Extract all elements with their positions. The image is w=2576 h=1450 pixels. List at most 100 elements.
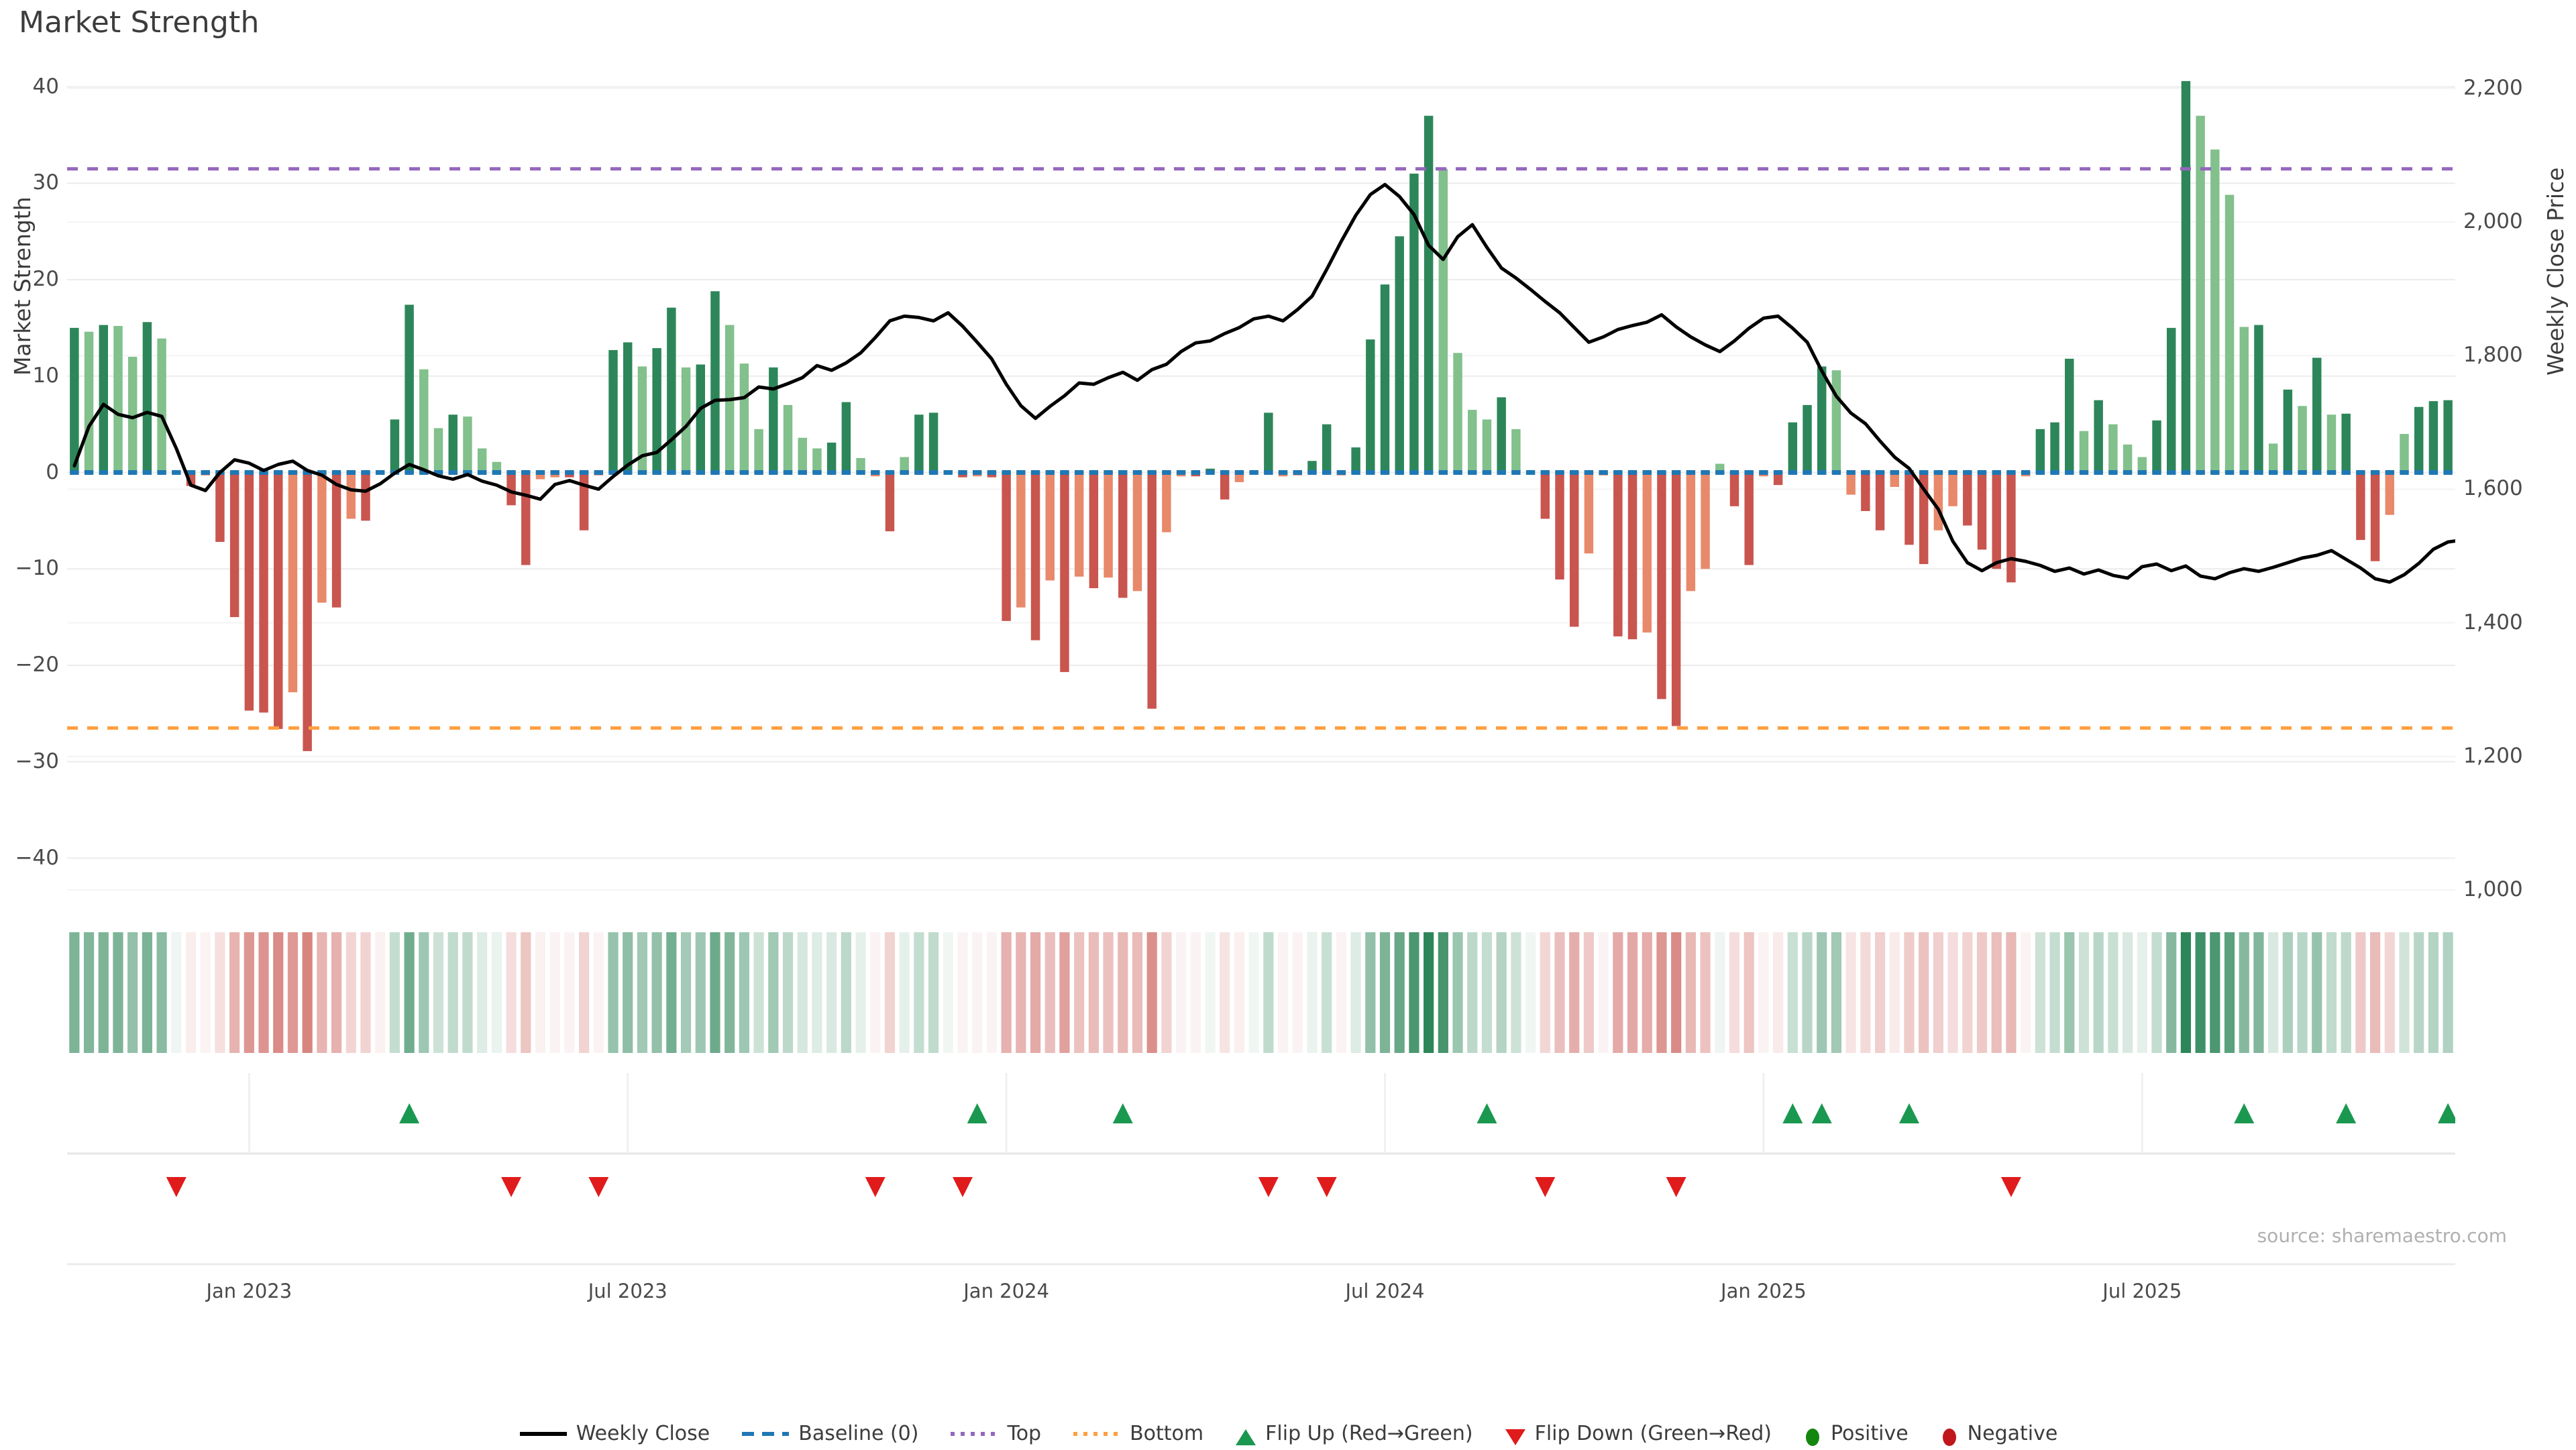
market-strength-bar (2326, 414, 2337, 473)
market-strength-bar (2443, 400, 2453, 473)
flip-up-marker (1477, 1103, 1497, 1123)
heat-strip-cell (360, 932, 371, 1053)
flip-up-marker (967, 1103, 987, 1123)
flip-marker-panel (67, 1073, 2455, 1268)
line-swatch-icon (949, 1427, 999, 1441)
market-strength-bar (2065, 358, 2074, 473)
left-axis-tick: −30 (15, 748, 59, 773)
heat-strip-cell (1234, 932, 1245, 1053)
heat-strip-cell (345, 932, 356, 1053)
flip-down-marker (166, 1177, 186, 1197)
heat-strip-cell (1874, 932, 1886, 1053)
heat-strip-cell (1350, 932, 1361, 1053)
right-axis-tick: 1,800 (2463, 343, 2523, 368)
legend-item-flip-up[interactable]: Flip Up (Red→Green) (1234, 1422, 1473, 1445)
heat-strip-cell (2093, 932, 2104, 1053)
heat-strip-cell (1336, 932, 1346, 1053)
heat-strip-cell (1438, 932, 1448, 1053)
heat-strip-cell (404, 932, 415, 1053)
heat-strip-cell (2341, 932, 2351, 1053)
market-strength-bar (1438, 168, 1448, 473)
heat-strip-cell (724, 932, 735, 1053)
line-swatch-icon (519, 1427, 568, 1441)
heat-strip-cell (710, 932, 720, 1053)
heat-strip-cell (535, 932, 546, 1053)
market-strength-bar (958, 472, 967, 478)
x-axis-tick: Jul 2025 (2102, 1280, 2182, 1302)
market-strength-bar (433, 428, 443, 473)
legend-label: Flip Down (Green→Red) (1534, 1422, 1772, 1445)
heat-strip-cell (1685, 932, 1696, 1053)
legend-item-baseline[interactable]: Baseline (0) (741, 1422, 918, 1445)
heat-strip-cell (2355, 932, 2366, 1053)
flip-down-marker (1666, 1177, 1686, 1197)
market-strength-bar (2428, 401, 2438, 473)
heat-strip-cell (623, 932, 633, 1053)
market-strength-bar (448, 414, 458, 473)
legend-item-flip-down[interactable]: Flip Down (Green→Red) (1504, 1422, 1772, 1445)
market-strength-bar (739, 364, 749, 473)
market-strength-bar (2268, 443, 2278, 473)
heat-strip-cell (317, 932, 327, 1053)
market-strength-bar (492, 461, 502, 473)
heat-strip-cell (608, 932, 619, 1053)
legend-item-bottom[interactable]: Bottom (1072, 1422, 1203, 1445)
market-strength-bar (70, 327, 79, 473)
heat-strip-cell (1583, 932, 1595, 1053)
market-strength-bar (1380, 284, 1390, 473)
heat-strip-cell (1802, 932, 1813, 1053)
market-strength-bar (1977, 472, 1987, 550)
heat-strip-cell (1627, 932, 1638, 1053)
heat-strip-cell (2180, 932, 2192, 1053)
heat-strip-cell (375, 932, 386, 1053)
flip-down-marker (1258, 1177, 1279, 1197)
heat-strip-cell (1016, 932, 1026, 1053)
market-strength-bar (2385, 472, 2395, 515)
heat-strip-cell (419, 932, 429, 1053)
heat-strip-cell (127, 932, 138, 1053)
heat-strip-cell (1059, 932, 1070, 1053)
right-axis-tick: 1,000 (2463, 877, 2523, 902)
legend-item-weekly-close[interactable]: Weekly Close (519, 1422, 710, 1445)
heat-strip-cell (1307, 932, 1318, 1053)
market-strength-bar (2400, 434, 2409, 473)
heat-strip-cell (2297, 932, 2308, 1053)
heat-strip-cell (1322, 932, 1332, 1053)
x-axis-tick: Jan 2024 (963, 1280, 1049, 1302)
market-strength-bar (244, 472, 254, 711)
heat-strip-cell (564, 932, 575, 1053)
heat-strip-cell (2399, 932, 2410, 1053)
heat-strip-cell (142, 932, 152, 1053)
legend-item-top[interactable]: Top (949, 1422, 1041, 1445)
heat-strip-cell (521, 932, 531, 1053)
market-strength-bar (1773, 472, 1783, 486)
heat-strip-cell (2443, 932, 2453, 1053)
heat-strip-cell (1176, 932, 1187, 1053)
legend-label: Baseline (0) (798, 1422, 919, 1445)
flip-up-marker (1112, 1103, 1133, 1123)
market-strength-bar (1584, 472, 1594, 554)
x-axis-tick: Jul 2024 (1345, 1280, 1425, 1302)
market-strength-bar (1002, 472, 1011, 621)
legend-item-negative[interactable]: Negative (1939, 1422, 2057, 1446)
heat-strip-cell (2210, 932, 2220, 1053)
heat-strip-cell (841, 932, 851, 1053)
heat-strip-cell (826, 932, 837, 1053)
legend-item-positive[interactable]: Positive (1803, 1422, 1909, 1446)
heat-strip-cell (69, 932, 80, 1053)
chart-title: Market Strength (19, 5, 260, 40)
heat-strip-cell (2282, 932, 2293, 1053)
heat-strip-cell (1263, 932, 1274, 1053)
heat-strip-cell (1030, 932, 1041, 1053)
circle-icon (1939, 1427, 1960, 1446)
heat-strip-cell (651, 932, 662, 1053)
market-strength-bar (928, 412, 938, 473)
market-strength-bar (987, 472, 997, 478)
left-axis-tick: 30 (32, 170, 59, 195)
market-strength-bar (346, 472, 356, 519)
market-strength-bar (1540, 472, 1550, 519)
market-strength-bar (1613, 472, 1623, 636)
heat-strip-cell (855, 932, 866, 1053)
market-strength-bar (608, 349, 618, 473)
heat-strip-cell (1991, 932, 2002, 1053)
